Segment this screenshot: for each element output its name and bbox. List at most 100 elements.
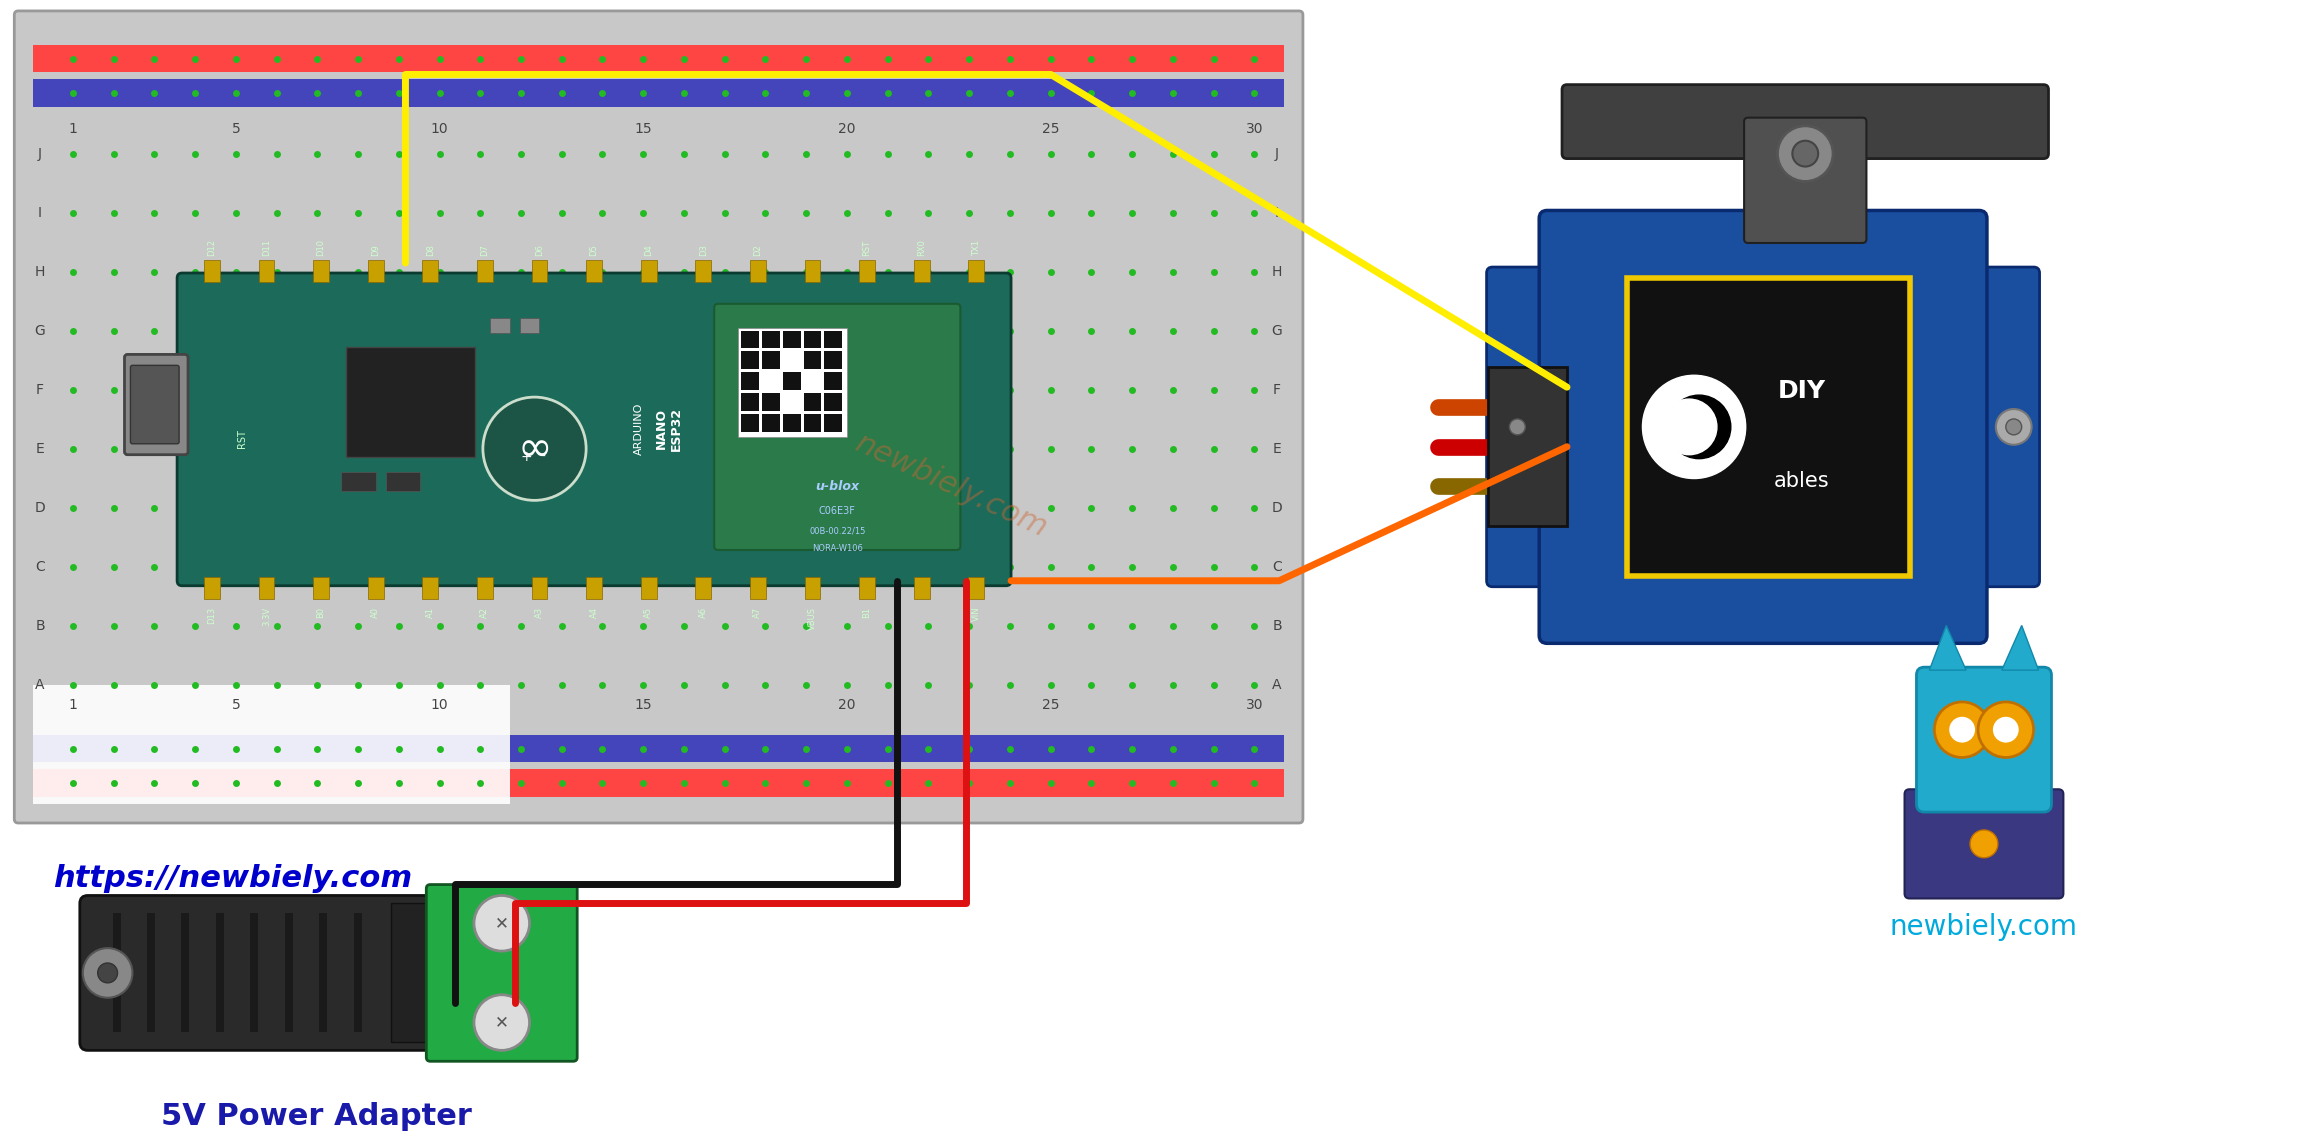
Text: G: G [35, 324, 46, 338]
Text: J: J [39, 147, 42, 160]
Text: A: A [35, 678, 44, 692]
FancyBboxPatch shape [1916, 667, 2050, 812]
Text: ∞: ∞ [517, 428, 552, 470]
Circle shape [1667, 396, 1732, 458]
Text: newbiely.com: newbiely.com [1891, 913, 2078, 941]
Bar [531, 260, 547, 282]
Text: I: I [39, 206, 42, 219]
Bar [741, 331, 760, 348]
Text: H: H [35, 265, 46, 279]
Bar [249, 913, 259, 1032]
Bar [32, 735, 1284, 763]
Bar [741, 414, 760, 432]
Bar [640, 576, 656, 599]
Text: 15: 15 [635, 698, 651, 712]
Bar [1626, 277, 1910, 575]
FancyBboxPatch shape [14, 11, 1302, 823]
Bar [259, 260, 275, 282]
Circle shape [1935, 702, 1990, 757]
Text: D12: D12 [208, 239, 217, 256]
Bar [859, 576, 875, 599]
Bar [762, 331, 780, 348]
Text: ✕: ✕ [494, 914, 508, 932]
Text: D10: D10 [316, 239, 326, 256]
Circle shape [1510, 418, 1526, 434]
Text: ARDUINO: ARDUINO [633, 402, 644, 455]
Bar [741, 393, 760, 410]
Bar [314, 260, 328, 282]
Bar [1487, 367, 1568, 526]
Text: 15: 15 [635, 122, 651, 136]
Bar [423, 576, 439, 599]
Bar [783, 372, 801, 390]
Text: A7: A7 [753, 606, 762, 617]
Bar [478, 260, 492, 282]
Bar [259, 576, 275, 599]
Bar [386, 472, 420, 491]
Text: D: D [1272, 501, 1281, 515]
Text: F: F [37, 383, 44, 397]
Text: newbiely.com: newbiely.com [850, 429, 1053, 543]
Circle shape [1499, 409, 1535, 445]
Text: -: - [540, 449, 545, 464]
Bar [32, 770, 1284, 797]
FancyBboxPatch shape [427, 885, 577, 1061]
Text: A4: A4 [589, 606, 598, 617]
Bar [824, 331, 843, 348]
Text: B1: B1 [864, 606, 870, 617]
Text: https://newbiely.com: https://newbiely.com [53, 864, 411, 893]
Bar [762, 351, 780, 370]
FancyBboxPatch shape [1743, 117, 1866, 243]
Text: 30: 30 [1245, 122, 1263, 136]
Text: A1: A1 [425, 606, 434, 617]
Text: C: C [35, 561, 44, 574]
Circle shape [97, 963, 118, 982]
Text: D5: D5 [589, 244, 598, 256]
Text: F: F [1272, 383, 1281, 397]
Bar [353, 913, 363, 1032]
Bar [203, 576, 219, 599]
Bar [346, 348, 476, 457]
FancyBboxPatch shape [129, 365, 180, 443]
Circle shape [1970, 830, 1997, 857]
Text: B: B [1272, 619, 1281, 633]
Text: D13: D13 [208, 606, 217, 624]
FancyBboxPatch shape [1487, 267, 1563, 587]
Bar [741, 351, 760, 370]
Circle shape [1995, 409, 2032, 445]
Bar [182, 913, 189, 1032]
Bar [914, 260, 931, 282]
Bar [804, 260, 820, 282]
Circle shape [1979, 702, 2034, 757]
Text: VBUS: VBUS [808, 606, 817, 630]
FancyBboxPatch shape [1540, 210, 1988, 644]
Text: D8: D8 [425, 244, 434, 256]
Bar [478, 576, 492, 599]
Text: 10: 10 [432, 698, 448, 712]
Bar [32, 44, 1284, 73]
Text: C06E3F: C06E3F [820, 506, 857, 516]
Text: 20: 20 [838, 698, 857, 712]
Bar [741, 372, 760, 390]
Text: A3: A3 [536, 606, 545, 617]
Bar [586, 576, 603, 599]
Bar [113, 913, 120, 1032]
Bar [804, 393, 822, 410]
Bar [367, 260, 383, 282]
Text: B0: B0 [316, 606, 326, 617]
Text: C: C [1272, 561, 1281, 574]
Bar [490, 317, 510, 333]
Circle shape [1660, 399, 1718, 455]
Text: 5: 5 [231, 698, 240, 712]
Bar [824, 372, 843, 390]
Text: A2: A2 [480, 606, 490, 617]
Text: 1: 1 [69, 122, 76, 136]
Bar [824, 351, 843, 370]
Text: E: E [35, 442, 44, 456]
Text: 5: 5 [231, 122, 240, 136]
FancyBboxPatch shape [1561, 84, 2048, 158]
Bar [804, 351, 822, 370]
Text: D9: D9 [372, 244, 381, 256]
Bar [804, 576, 820, 599]
FancyBboxPatch shape [81, 896, 439, 1051]
